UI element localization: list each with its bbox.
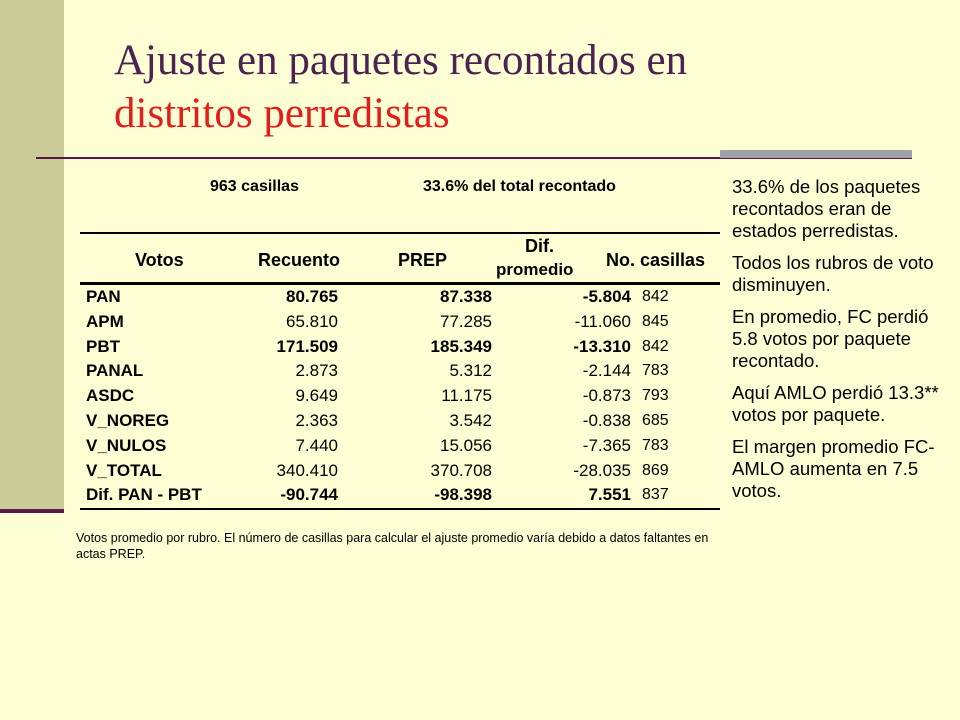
cell-prep: 15.056: [440, 435, 492, 455]
title-line-1: Ajuste en paquetes recontados en: [114, 37, 688, 84]
table-row: V_NOREG 2.363 3.542 -0.838 685: [80, 409, 720, 434]
cell-casillas: 783: [642, 436, 669, 454]
cell-dif: -0.838: [582, 410, 631, 430]
cell-recuento: 2.873: [295, 361, 338, 381]
cell-prep: -98.398: [434, 485, 492, 505]
cell-recuento: 9.649: [295, 386, 338, 406]
header-top-rule: [80, 232, 720, 234]
col-dif: Dif.: [525, 236, 554, 256]
col-casillas: No. casillas: [606, 250, 706, 270]
cell-recuento: 171.509: [276, 336, 338, 356]
cell-casillas: 685: [642, 411, 669, 429]
cell-casillas: 842: [642, 337, 669, 355]
row-label: PBT: [86, 336, 120, 356]
col-recuento: Recuento: [258, 250, 341, 270]
row-label: ASDC: [86, 386, 135, 406]
table-row: V_NULOS 7.440 15.056 -7.365 783: [80, 434, 720, 459]
header-bottom-rule: [80, 282, 720, 285]
cell-dif: -28.035: [573, 460, 631, 480]
table-row: PANAL 2.873 5.312 -2.144 783: [80, 359, 720, 384]
cell-recuento: 65.810: [286, 311, 338, 331]
table-row: ASDC 9.649 11.175 -0.873 793: [80, 384, 720, 409]
col-promedio: promedio: [496, 260, 574, 279]
cell-recuento: 80.765: [286, 287, 338, 306]
cell-recuento: 7.440: [295, 435, 338, 455]
commentary-item: El margen promedio FC-AMLO aumenta en 7.…: [732, 436, 935, 501]
row-label: APM: [86, 311, 124, 331]
cell-recuento: 340.410: [276, 460, 338, 480]
cell-prep: 3.542: [449, 410, 492, 430]
cell-dif: -5.804: [582, 287, 631, 306]
table-row: V_TOTAL 340.410 370.708 -28.035 869: [80, 459, 720, 484]
cell-dif: -11.060: [574, 311, 631, 331]
cell-prep: 5.312: [449, 361, 492, 381]
cell-prep: 185.349: [430, 336, 492, 356]
casillas-count: 963 casillas: [210, 178, 299, 195]
row-label: V_TOTAL: [86, 460, 162, 480]
commentary-item: 33.6% de los paquetes recontados eran de…: [732, 176, 921, 241]
commentary: 33.6% de los paquetes recontados eran de…: [732, 176, 952, 512]
table-body: PAN 80.765 87.338 -5.804 842 APM 65.810 77.285 -…: [80, 285, 720, 508]
row-label: Dif. PAN - PBT: [86, 485, 202, 505]
cell-casillas: 783: [642, 362, 669, 380]
table-header: Votos Recuento PREP Dif. promedio No. ca…: [80, 234, 720, 284]
col-prep: PREP: [398, 250, 448, 270]
commentary-item: Todos los rubros de voto disminuyen.: [732, 252, 934, 295]
cell-casillas: 837: [642, 486, 669, 504]
cell-prep: 77.285: [440, 311, 492, 331]
row-label: V_NULOS: [86, 435, 167, 455]
table-bottom-rule: [80, 508, 720, 510]
cell-dif: 7.551: [588, 485, 631, 505]
title-divider: [36, 157, 912, 159]
cell-casillas: 869: [642, 461, 669, 479]
recount-share: 33.6% del total recontado: [423, 178, 616, 195]
cell-prep: 11.175: [441, 386, 492, 406]
cell-recuento: -90.744: [280, 485, 338, 505]
row-label: V_NOREG: [86, 410, 170, 430]
table-footnote: Votos promedio por rubro. El número de c…: [76, 531, 709, 561]
row-label: PAN: [86, 287, 121, 306]
title-accent-bar: [720, 150, 912, 158]
title-line-2: distritos perredistas: [114, 90, 450, 137]
side-bar-divider: [0, 509, 64, 513]
table-row: PBT 171.509 185.349 -13.310 842: [80, 335, 720, 360]
side-decoration-bar: [0, 0, 64, 510]
row-label: PANAL: [86, 361, 144, 381]
cell-casillas: 845: [642, 312, 669, 330]
cell-dif: -7.365: [582, 435, 631, 455]
cell-dif: -13.310: [573, 336, 631, 356]
cell-recuento: 2.363: [295, 410, 338, 430]
cell-dif: -0.873: [582, 386, 631, 406]
cell-casillas: 842: [642, 288, 669, 305]
table-row: APM 65.810 77.285 -11.060 845: [80, 310, 720, 335]
table-row: PAN 80.765 87.338 -5.804 842: [80, 285, 720, 310]
cell-prep: 370.708: [430, 460, 492, 480]
table-row: Dif. PAN - PBT -90.744 -98.398 7.551 837: [80, 483, 720, 508]
cell-casillas: 793: [642, 387, 669, 405]
cell-dif: -2.144: [582, 361, 631, 381]
cell-prep: 87.338: [440, 287, 492, 306]
commentary-item: En promedio, FC perdió 5.8 votos por paq…: [732, 306, 929, 371]
col-votos: Votos: [135, 250, 184, 270]
commentary-item: Aquí AMLO perdió 13.3** votos por paquet…: [732, 382, 939, 425]
slide-title: Ajuste en paquetes recontados en distrit…: [114, 34, 834, 140]
